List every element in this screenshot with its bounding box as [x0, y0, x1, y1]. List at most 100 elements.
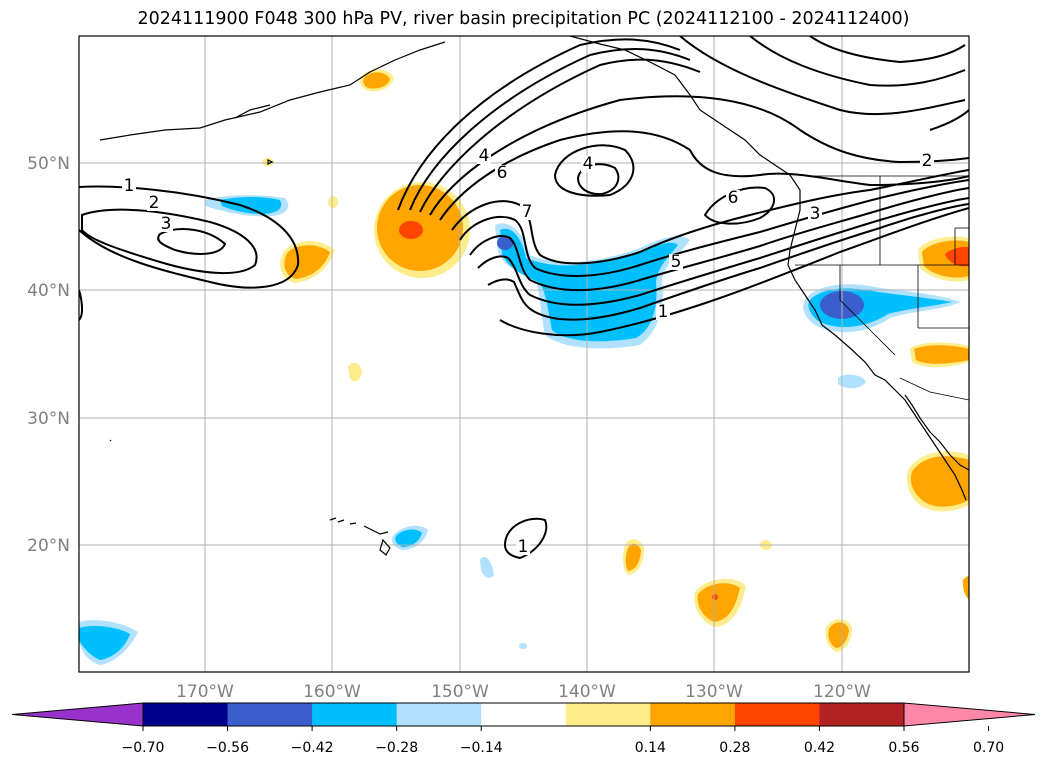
colorbar-extend-high — [903, 702, 1036, 727]
contour-label-bg — [726, 190, 740, 206]
precip-positive-blob — [828, 622, 849, 648]
pv-contour-line — [504, 517, 548, 560]
pv-contour-line — [469, 187, 969, 292]
colorbar-tick-label: −0.56 — [206, 740, 249, 756]
pv-contour-line — [439, 130, 969, 221]
coastline-hawaii — [329, 517, 389, 535]
pv-contour-line — [429, 95, 969, 216]
border-us-mexico — [899, 377, 969, 401]
colorbar — [11, 702, 1036, 727]
border-layer — [795, 175, 969, 401]
precip-positive-blob — [328, 196, 338, 208]
precip-positive-blob — [697, 583, 740, 622]
precip-negative-blob — [838, 374, 866, 389]
pv-contour-line — [679, 36, 966, 116]
contour-label: 6 — [728, 188, 739, 208]
precip-negative-blob — [519, 643, 527, 649]
coastline-baja — [894, 389, 967, 501]
pv-contour-line — [749, 36, 966, 87]
contour-label: 3 — [161, 214, 172, 234]
colorbar-swatch — [396, 703, 482, 726]
longitude-label-layer: 170°W 160°W 150°W 140°W 130°W 120°W — [176, 682, 871, 702]
contour-label: 3 — [810, 204, 821, 224]
longitude-label: 160°W — [303, 682, 361, 702]
contour-label-bg — [656, 304, 670, 320]
colorbar-tick-label: −0.70 — [122, 740, 165, 756]
precip-negative-blob — [220, 197, 282, 214]
contour-label: 4 — [479, 146, 490, 166]
contour-label: 4 — [583, 154, 594, 174]
colorbar-tick-label: −0.14 — [460, 740, 503, 756]
longitude-label: 150°W — [431, 682, 489, 702]
pv-contour-line — [79, 185, 300, 289]
pv-contour-line — [157, 228, 227, 255]
colorbar-swatch — [481, 703, 567, 726]
contour-label: 1 — [124, 176, 135, 196]
contour-label-bg — [477, 148, 491, 164]
colorbar-swatch — [734, 703, 820, 726]
pv-contour-line — [409, 48, 691, 211]
pv-contour-line — [499, 207, 969, 337]
pv-contour-line — [929, 109, 969, 131]
contour-label: 6 — [497, 163, 508, 183]
longitude-label: 170°W — [176, 682, 234, 702]
latitude-label: 30°N — [27, 409, 70, 429]
precip-positive-blob — [962, 576, 969, 600]
pv-contour-line — [809, 36, 966, 64]
colorbar-tick-label: 0.14 — [635, 740, 666, 756]
precip-negative-blob — [497, 236, 513, 250]
latitude-label: 50°N — [27, 154, 70, 174]
precip-negative-blob — [79, 626, 130, 660]
longitude-label: 130°W — [685, 682, 743, 702]
pv-contour-line — [397, 38, 681, 211]
coastline-alaska — [99, 41, 446, 141]
precip-negative-blob — [480, 556, 494, 578]
precip-positive-blob — [625, 543, 641, 571]
colorbar-tick-label: −0.42 — [291, 740, 334, 756]
pv-contour-line — [487, 203, 969, 321]
coastline-mexico — [904, 394, 969, 471]
pv-contour-line — [477, 197, 969, 306]
border-state — [839, 299, 896, 356]
latitude-label-layer: 50°N 40°N 30°N 20°N — [27, 154, 70, 556]
pv-contour-line — [419, 58, 701, 213]
contour-label-bg — [520, 204, 534, 220]
contour-label-bg — [147, 195, 161, 211]
contour-label: 1 — [518, 537, 529, 557]
contour-label-bg — [808, 206, 822, 222]
contour-label-bg — [920, 153, 934, 169]
contour-label-bg — [516, 539, 530, 555]
coastline-island — [234, 104, 271, 119]
contour-label: 2 — [922, 151, 933, 171]
precip-positive-blob — [945, 246, 969, 267]
precip-negative-blob — [500, 228, 678, 342]
colorbar-extend-low — [11, 702, 144, 727]
colorbar-tick-layer: −0.70 −0.56 −0.42 −0.28 −0.14 0.14 0.28 0.42 0.5… — [122, 726, 1004, 756]
contour-label-bg — [669, 254, 683, 270]
colorbar-swatch — [312, 703, 398, 726]
contour-label: 2 — [149, 193, 160, 213]
precip-positive-blob — [910, 456, 969, 507]
precip-positive-blob — [712, 594, 718, 600]
map-title: 2024111900 F048 300 hPa PV, river basin … — [137, 9, 910, 29]
colorbar-swatch — [565, 703, 651, 726]
pv-contour-line — [553, 144, 635, 197]
colorbar-tick-label: 0.28 — [719, 740, 750, 756]
precip-positive-blob — [399, 221, 423, 239]
pv-contour-line — [459, 179, 969, 277]
coastline-california — [787, 264, 896, 391]
coastline-island — [267, 159, 274, 165]
contour-label: 1 — [658, 302, 669, 322]
precip-positive-blob — [363, 72, 390, 89]
latitude-label: 40°N — [27, 281, 70, 301]
contour-label-bg — [122, 178, 136, 194]
colorbar-frame — [142, 702, 905, 727]
colorbar-swatch — [650, 703, 736, 726]
colorbar-swatch — [227, 703, 313, 726]
precip-negative-blob — [395, 529, 422, 547]
precip-positive-blob — [348, 362, 362, 382]
colorbar-tick-label: 0.70 — [973, 740, 1004, 756]
colorbar-tick-label: −0.28 — [375, 740, 418, 756]
precip-positive-blob — [914, 345, 969, 364]
